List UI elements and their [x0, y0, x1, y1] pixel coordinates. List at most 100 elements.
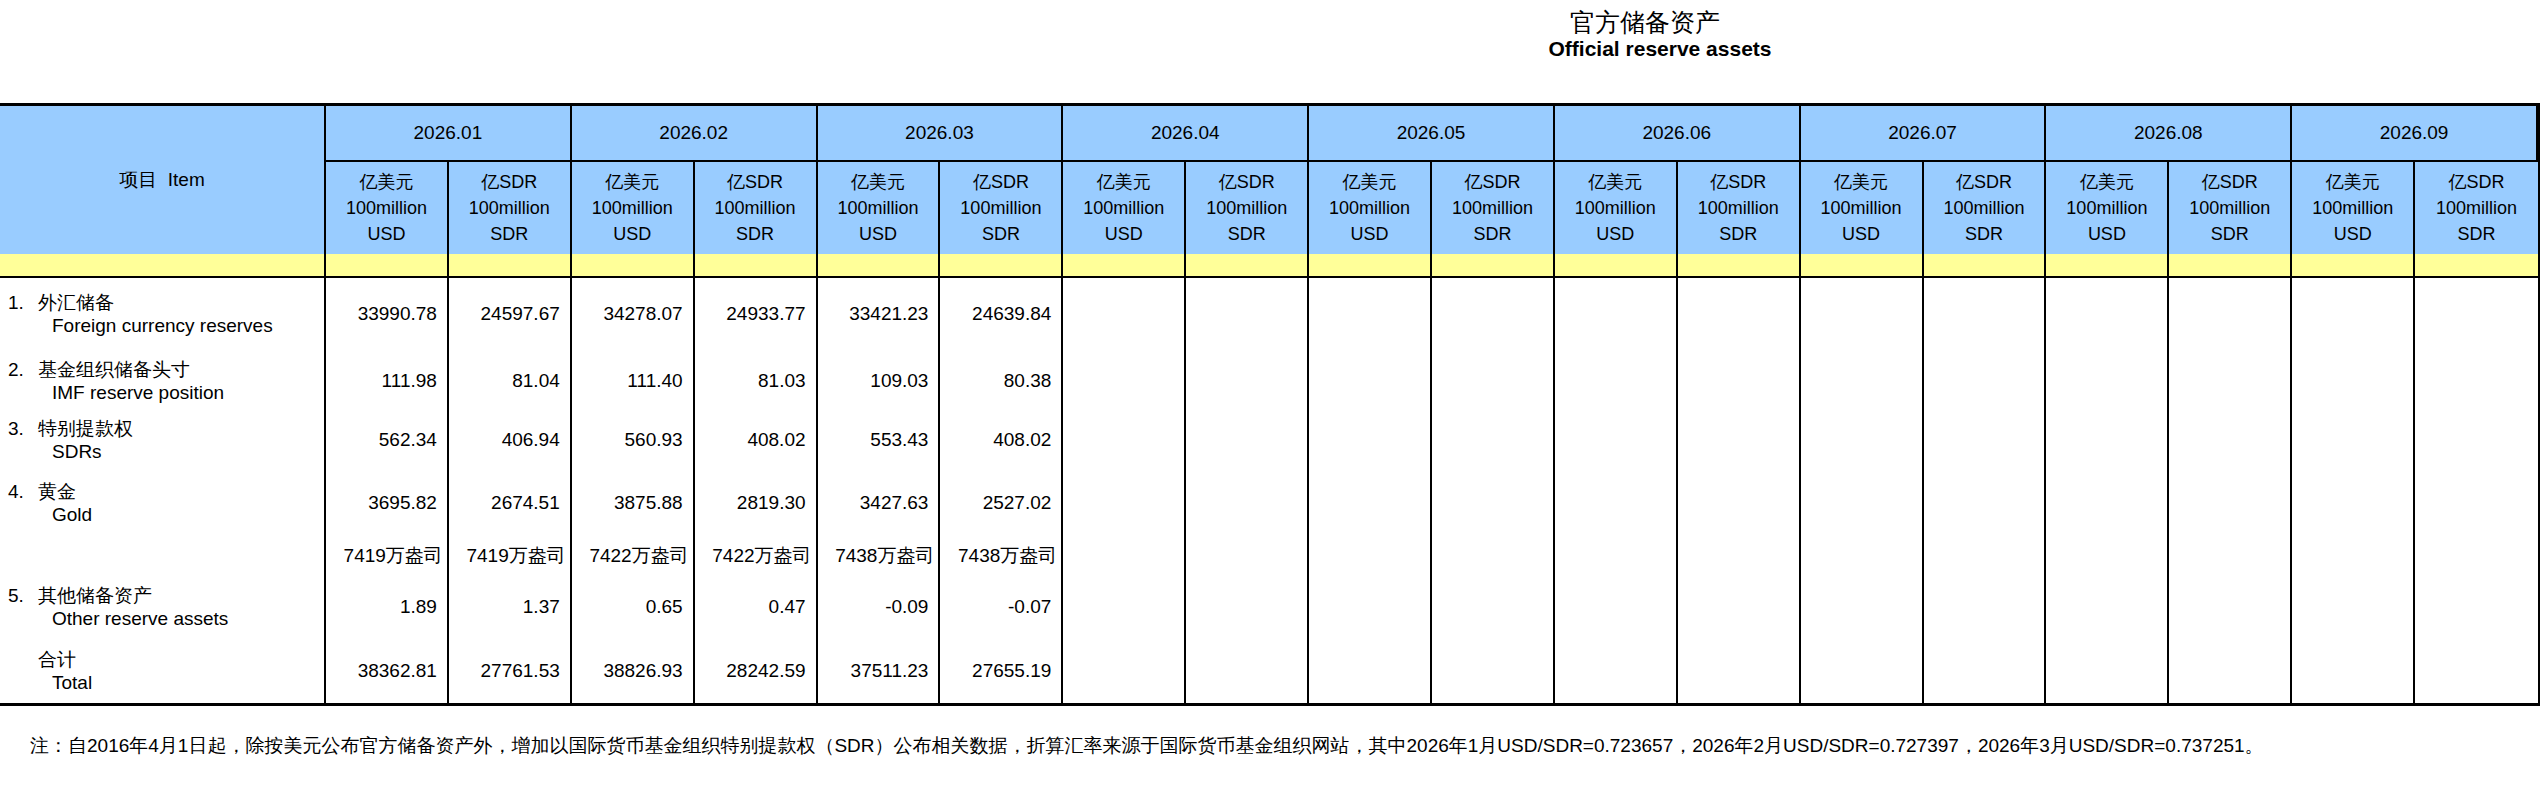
- item-header-cell: 项目 Item: [0, 106, 326, 254]
- value-cell: [1186, 574, 1309, 639]
- value-cell: [2415, 278, 2538, 350]
- ounce-value-cell: [1432, 538, 1555, 574]
- value-cell: 81.03: [695, 350, 818, 412]
- value-cell: 34278.07: [572, 278, 695, 350]
- value-cell: [1924, 468, 2047, 538]
- row-label-cell: 4.黄金Gold: [0, 468, 326, 538]
- unit-header-cell-sdr: 亿SDR 100million SDR: [1924, 162, 2047, 254]
- yellow-band-cell: [326, 254, 449, 278]
- value-cell: [2292, 574, 2415, 639]
- month-header-cell: 2026.01: [326, 106, 572, 162]
- month-header-cell: 2026.08: [2046, 106, 2292, 162]
- ounce-value-cell: [1555, 538, 1678, 574]
- yellow-band-cell: [1432, 254, 1555, 278]
- value-cell: 38826.93: [572, 639, 695, 703]
- row-number: 1.: [0, 291, 38, 314]
- value-cell: 24597.67: [449, 278, 572, 350]
- ounce-value-cell: [1678, 538, 1801, 574]
- unit-header-cell-sdr: 亿SDR 100million SDR: [1432, 162, 1555, 254]
- month-header-cell: 2026.02: [572, 106, 818, 162]
- value-cell: [1555, 639, 1678, 703]
- value-cell: [1555, 574, 1678, 639]
- ounce-value-cell: [2046, 538, 2169, 574]
- ounce-value-cell: 7438万盎司: [940, 538, 1063, 574]
- value-cell: [2292, 412, 2415, 468]
- month-header-cell: 2026.06: [1555, 106, 1801, 162]
- row-number: [0, 648, 38, 671]
- value-cell: [2292, 278, 2415, 350]
- value-cell: [1678, 639, 1801, 703]
- unit-header-cell-usd: 亿美元 100million USD: [2046, 162, 2169, 254]
- unit-header-cell-usd: 亿美元 100million USD: [1063, 162, 1186, 254]
- value-cell: 408.02: [695, 412, 818, 468]
- row-label-cell: 3.特别提款权SDRs: [0, 412, 326, 468]
- value-cell: 3695.82: [326, 468, 449, 538]
- ounce-value-cell: [1801, 538, 1924, 574]
- value-cell: [2169, 350, 2292, 412]
- yellow-band-cell: [2292, 254, 2415, 278]
- row-label-zh: 外汇储备: [38, 291, 114, 314]
- row-label-cell: 2.基金组织储备头寸IMF reserve position: [0, 350, 326, 412]
- value-cell: [1924, 412, 2047, 468]
- yellow-band-cell: [1309, 254, 1432, 278]
- ounce-value-cell: [2169, 538, 2292, 574]
- value-cell: [1801, 639, 1924, 703]
- value-cell: 0.65: [572, 574, 695, 639]
- row-label-en: Gold: [0, 503, 324, 526]
- value-cell: 3427.63: [818, 468, 941, 538]
- value-cell: 37511.23: [818, 639, 941, 703]
- value-cell: [1063, 639, 1186, 703]
- value-cell: 80.38: [940, 350, 1063, 412]
- row-label-en: IMF reserve position: [0, 381, 324, 404]
- value-cell: [2169, 639, 2292, 703]
- value-cell: 38362.81: [326, 639, 449, 703]
- value-cell: 2527.02: [940, 468, 1063, 538]
- value-cell: 1.89: [326, 574, 449, 639]
- yellow-band-cell: [1063, 254, 1186, 278]
- value-cell: [1801, 468, 1924, 538]
- value-cell: [2046, 350, 2169, 412]
- value-cell: [1555, 278, 1678, 350]
- value-cell: [1186, 639, 1309, 703]
- value-cell: [2415, 468, 2538, 538]
- row-label-zh: 特别提款权: [38, 417, 133, 440]
- unit-header-cell-sdr: 亿SDR 100million SDR: [2169, 162, 2292, 254]
- footnote: 注：自2016年4月1日起，除按美元公布官方储备资产外，增加以国际货币基金组织特…: [30, 733, 2264, 759]
- ounce-value-cell: 7419万盎司: [326, 538, 449, 574]
- ounce-value-cell: [2292, 538, 2415, 574]
- value-cell: [2046, 639, 2169, 703]
- yellow-band-cell: [2169, 254, 2292, 278]
- value-cell: 28242.59: [695, 639, 818, 703]
- value-cell: [1555, 412, 1678, 468]
- unit-header-cell-usd: 亿美元 100million USD: [2292, 162, 2415, 254]
- value-cell: [1801, 574, 1924, 639]
- unit-header-cell-usd: 亿美元 100million USD: [572, 162, 695, 254]
- value-cell: 27655.19: [940, 639, 1063, 703]
- value-cell: 2819.30: [695, 468, 818, 538]
- value-cell: 406.94: [449, 412, 572, 468]
- ounce-value-cell: [1063, 538, 1186, 574]
- yellow-band-cell: [2046, 254, 2169, 278]
- value-cell: [1432, 278, 1555, 350]
- unit-header-cell-usd: 亿美元 100million USD: [326, 162, 449, 254]
- unit-header-cell-sdr: 亿SDR 100million SDR: [940, 162, 1063, 254]
- value-cell: 27761.53: [449, 639, 572, 703]
- value-cell: [1309, 412, 1432, 468]
- value-cell: 562.34: [326, 412, 449, 468]
- ounce-value-cell: [1924, 538, 2047, 574]
- unit-header-cell-sdr: 亿SDR 100million SDR: [1678, 162, 1801, 254]
- yellow-band-cell: [1555, 254, 1678, 278]
- value-cell: [1924, 574, 2047, 639]
- month-header-cell: 2026.04: [1063, 106, 1309, 162]
- yellow-band-cell: [572, 254, 695, 278]
- value-cell: 24639.84: [940, 278, 1063, 350]
- page-title-en: Official reserve assets: [1549, 37, 1772, 60]
- value-cell: [2415, 412, 2538, 468]
- value-cell: [1063, 468, 1186, 538]
- value-cell: [1309, 574, 1432, 639]
- row-number: 3.: [0, 417, 38, 440]
- ounce-value-cell: 7422万盎司: [695, 538, 818, 574]
- value-cell: [2046, 412, 2169, 468]
- row-number: 4.: [0, 480, 38, 503]
- yellow-band-cell: [1924, 254, 2047, 278]
